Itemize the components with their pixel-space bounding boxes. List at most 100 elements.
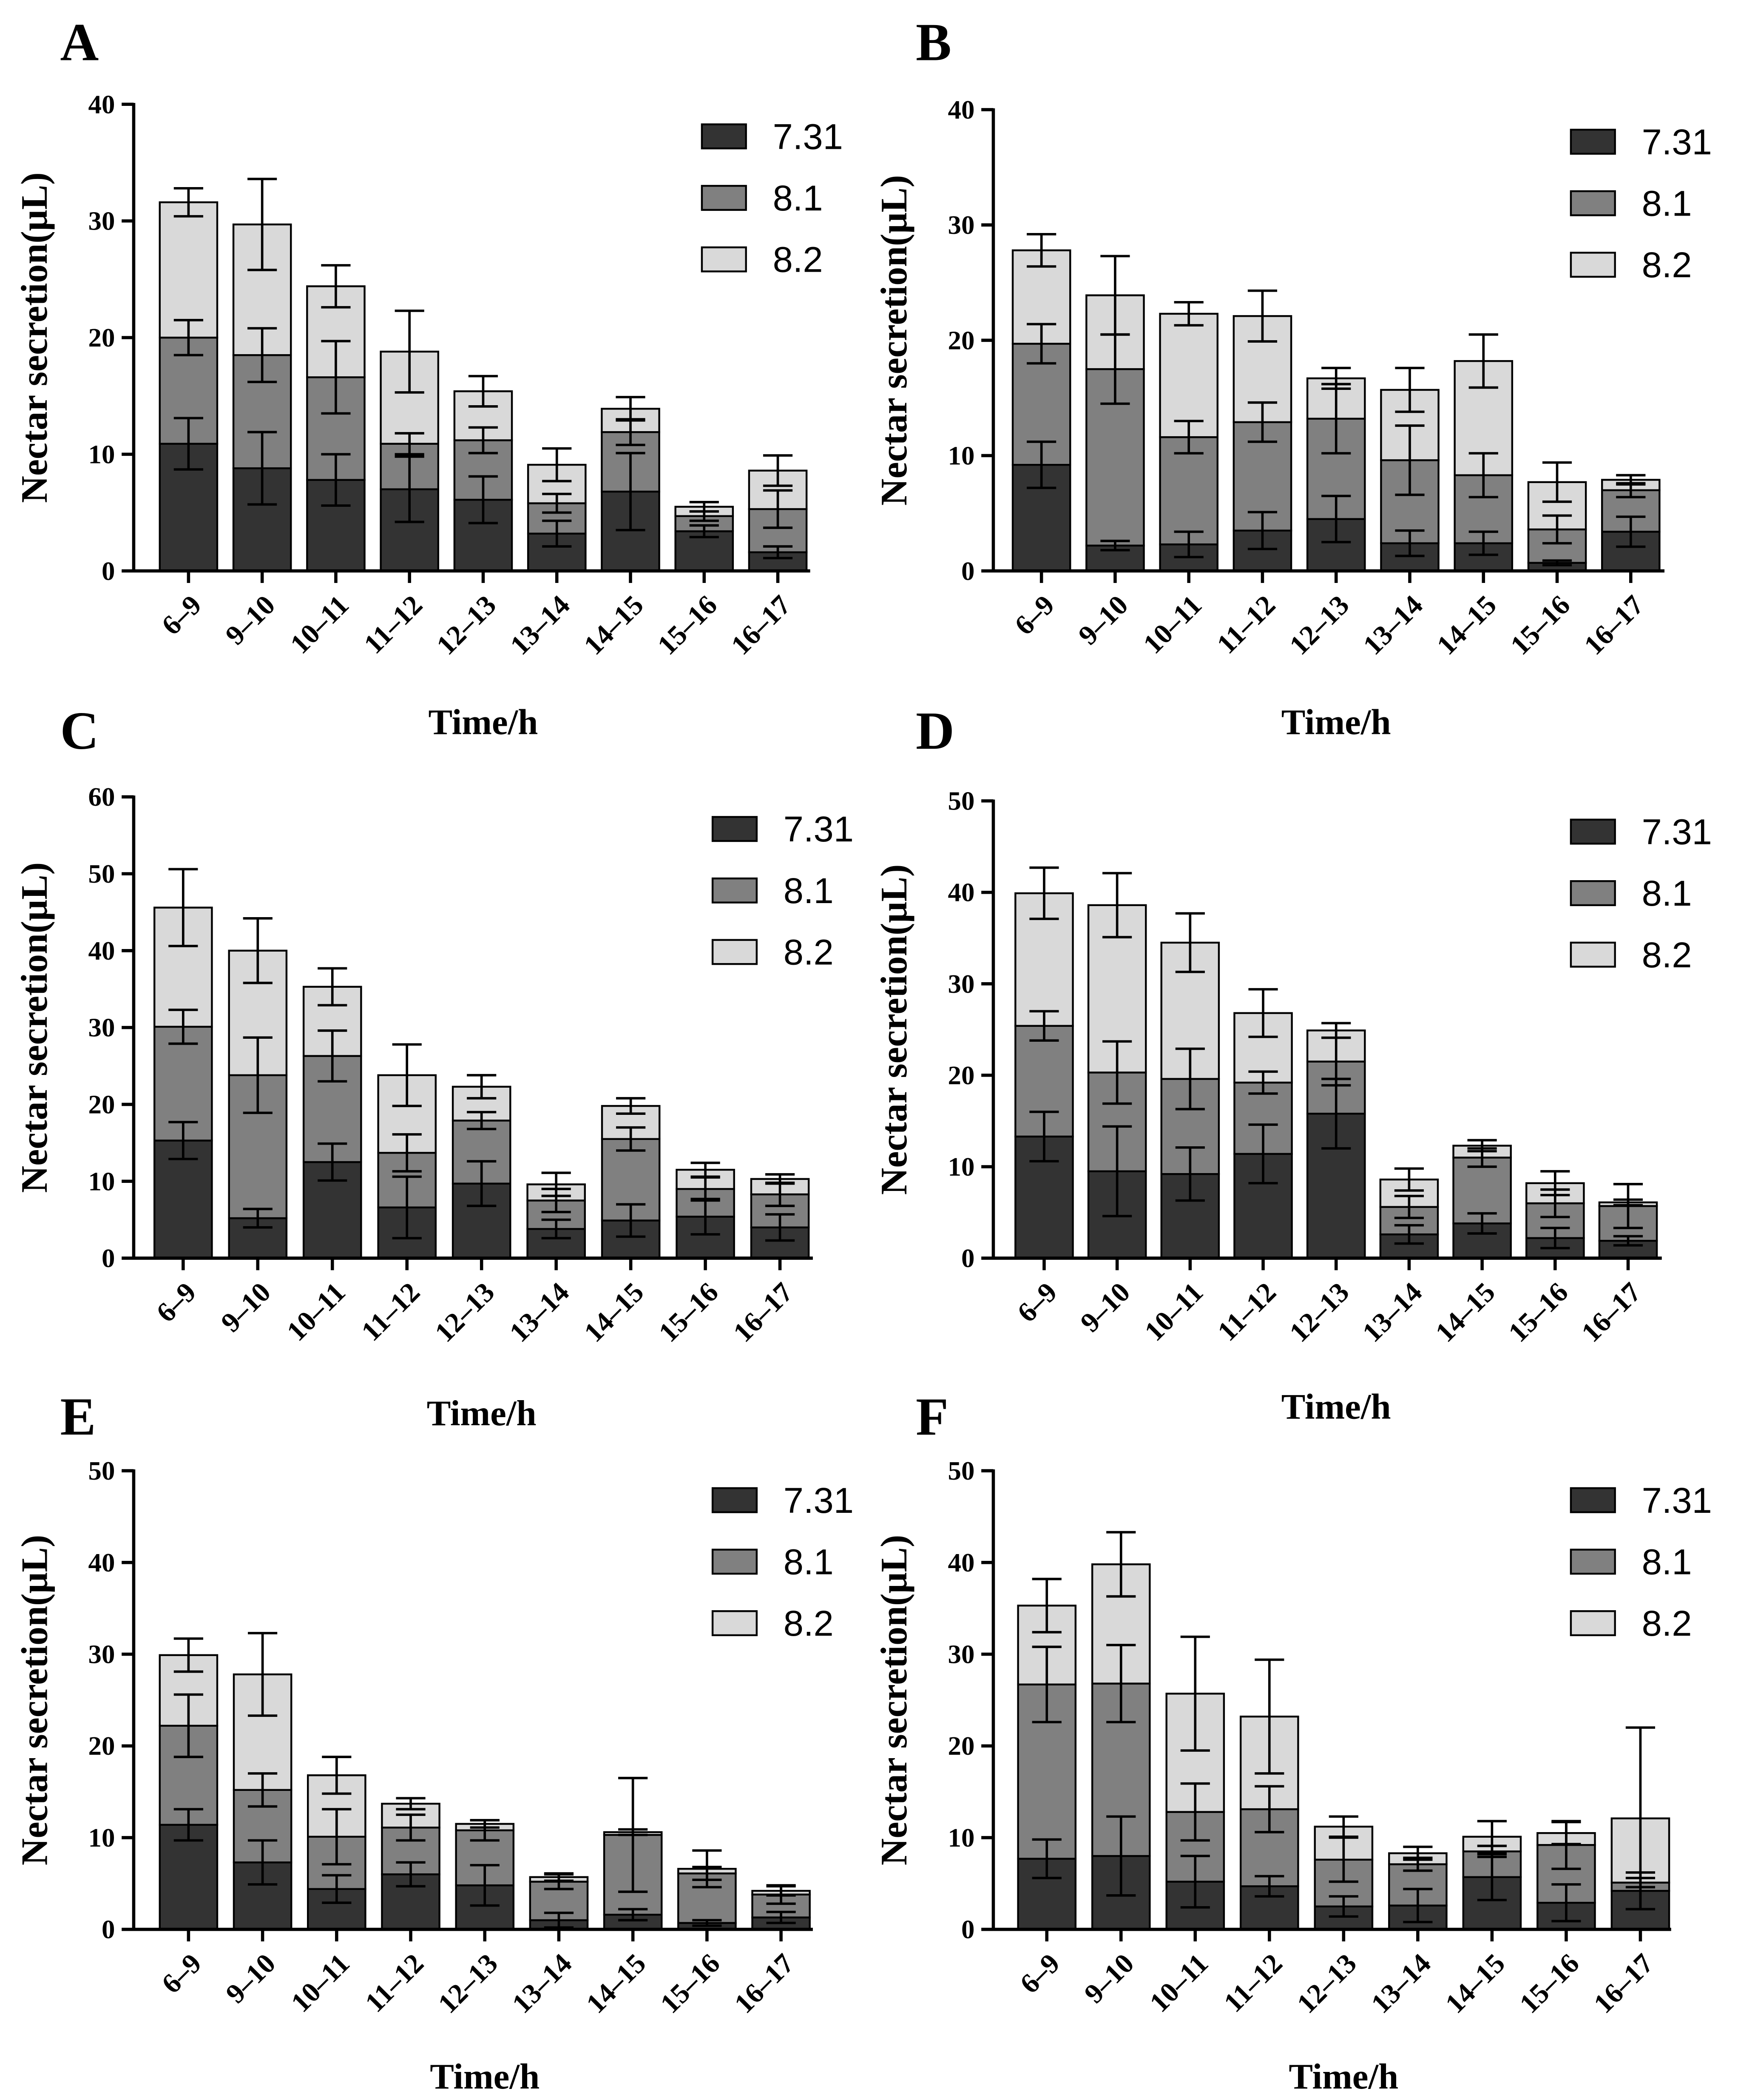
error-bar-8-2 <box>1551 1821 1581 1845</box>
error-bar-8-2 <box>470 1819 500 1829</box>
error-bar-7-31 <box>1321 494 1351 543</box>
error-bar-8-2 <box>616 396 645 422</box>
y-tick-label: 30 <box>948 210 975 240</box>
error-bar-8-1 <box>1032 1645 1062 1723</box>
error-bar-7-31 <box>321 453 351 507</box>
legend-swatch-8-1 <box>1570 1549 1616 1575</box>
y-tick-label: 50 <box>88 1456 115 1486</box>
x-axis-title: Time/h <box>1289 2057 1398 2097</box>
y-tick-label: 40 <box>948 1548 975 1577</box>
error-bar-8-2 <box>1625 1726 1656 1911</box>
error-bar-8-2 <box>1329 1815 1358 1838</box>
error-bar-8-2 <box>1395 367 1425 413</box>
error-bar-8-2 <box>1106 1531 1136 1598</box>
error-bar-8-2 <box>173 1637 203 1673</box>
panel-letter: E <box>60 1387 96 1446</box>
y-tick-label: 20 <box>88 323 115 352</box>
error-bar-8-1 <box>321 340 351 415</box>
error-bar-8-1 <box>248 1772 278 1808</box>
error-bar-8-1 <box>1174 420 1204 455</box>
legend-label: 7.31 <box>784 1480 854 1520</box>
y-axis-title: Nectar secretion(μL) <box>14 172 55 503</box>
error-bar-8-2 <box>1321 1022 1351 1039</box>
error-bar-8-2 <box>763 454 793 487</box>
legend-swatch-8-2 <box>1570 941 1616 968</box>
error-bar-7-31 <box>541 1218 571 1239</box>
legend-label: 7.31 <box>1642 122 1712 162</box>
legend-label: 8.1 <box>784 1541 834 1582</box>
legend-label: 8.2 <box>784 1603 834 1643</box>
legend: 7.31 8.1 8.2 <box>701 116 843 280</box>
error-bar-8-2 <box>468 375 498 408</box>
error-bar-8-2 <box>168 868 198 947</box>
error-bar-7-31 <box>1467 1212 1497 1235</box>
error-bars <box>1032 1531 1656 1924</box>
y-tick-label: 0 <box>102 1243 115 1273</box>
y-tick-label: 10 <box>948 1152 975 1182</box>
legend-swatch-7-31 <box>711 1487 758 1513</box>
error-bar-7-31 <box>616 1203 646 1238</box>
panel-letter: F <box>916 1387 949 1446</box>
error-bar-7-31 <box>1394 1224 1424 1245</box>
error-bar-7-31 <box>765 1213 795 1242</box>
y-axis-title: Nectar secretion(μL) <box>14 862 55 1193</box>
error-bar-8-2 <box>542 447 572 483</box>
error-bar-8-2 <box>1477 1820 1507 1854</box>
error-bar-8-2 <box>1175 912 1205 973</box>
error-bar-7-31 <box>322 1874 352 1904</box>
error-bars <box>1029 866 1643 1250</box>
y-tick-label: 40 <box>88 89 115 119</box>
y-tick-label: 30 <box>88 1640 115 1669</box>
error-bar-8-2 <box>1248 988 1278 1038</box>
panel-letter: D <box>916 702 954 761</box>
error-bar-8-2 <box>322 1756 352 1795</box>
error-bar-8-2 <box>1467 1139 1497 1153</box>
error-bar-7-31 <box>1540 1227 1570 1250</box>
error-bar-8-2 <box>1029 866 1059 920</box>
error-bar-7-31 <box>618 1908 648 1921</box>
error-bar-8-1 <box>1248 1070 1278 1095</box>
error-bar-8-2 <box>1100 255 1130 336</box>
error-bar-8-2 <box>247 178 277 271</box>
error-bar-8-2 <box>1255 1658 1284 1775</box>
legend: 7.31 8.1 8.2 <box>711 1480 854 1643</box>
error-bar-7-31 <box>1032 1838 1062 1879</box>
y-tick-label: 20 <box>88 1089 115 1119</box>
y-tick-label: 30 <box>948 1640 975 1669</box>
error-bar-8-2 <box>544 1872 574 1882</box>
legend-label: 7.31 <box>1642 1480 1712 1520</box>
error-bar-8-2 <box>1542 461 1572 503</box>
error-bar-7-31 <box>470 1864 500 1907</box>
panel-letter: A <box>60 13 99 72</box>
error-bar-8-1 <box>467 1111 497 1131</box>
error-bar-7-31 <box>1174 530 1204 559</box>
bar-segment-7-31 <box>302 1161 362 1259</box>
legend-label: 8.1 <box>1642 873 1692 913</box>
bar-segment-8-2 <box>1159 313 1219 438</box>
legend-swatch-8-1 <box>711 1549 758 1575</box>
legend-label: 8.1 <box>773 178 823 218</box>
error-bar-7-31 <box>1102 1125 1132 1217</box>
y-tick-label: 20 <box>948 325 975 355</box>
error-bar-7-31 <box>1403 1887 1433 1924</box>
error-bar-8-2 <box>1174 301 1204 327</box>
error-bar-8-2 <box>1102 872 1132 938</box>
y-tick-label: 20 <box>88 1731 115 1761</box>
error-bar-7-31 <box>1180 1855 1210 1909</box>
error-bar-7-31 <box>1542 559 1572 567</box>
error-bar-8-2 <box>1180 1635 1210 1752</box>
legend-swatch-8-2 <box>701 246 747 273</box>
error-bar-7-31 <box>1255 1875 1284 1898</box>
error-bar-8-2 <box>690 1162 720 1178</box>
error-bar-8-1 <box>1247 401 1278 443</box>
error-bar-7-31 <box>1468 530 1498 556</box>
error-bar-7-31 <box>395 455 424 523</box>
error-bar-7-31 <box>1100 540 1130 551</box>
error-bar-7-31 <box>396 1861 426 1888</box>
y-axis-title: Nectar secretion(μL) <box>874 1535 915 1866</box>
error-bar-8-2 <box>173 187 203 218</box>
error-bar-8-1 <box>247 327 277 384</box>
legend-label: 8.2 <box>1642 1603 1692 1643</box>
error-bar-7-31 <box>1106 1815 1136 1897</box>
